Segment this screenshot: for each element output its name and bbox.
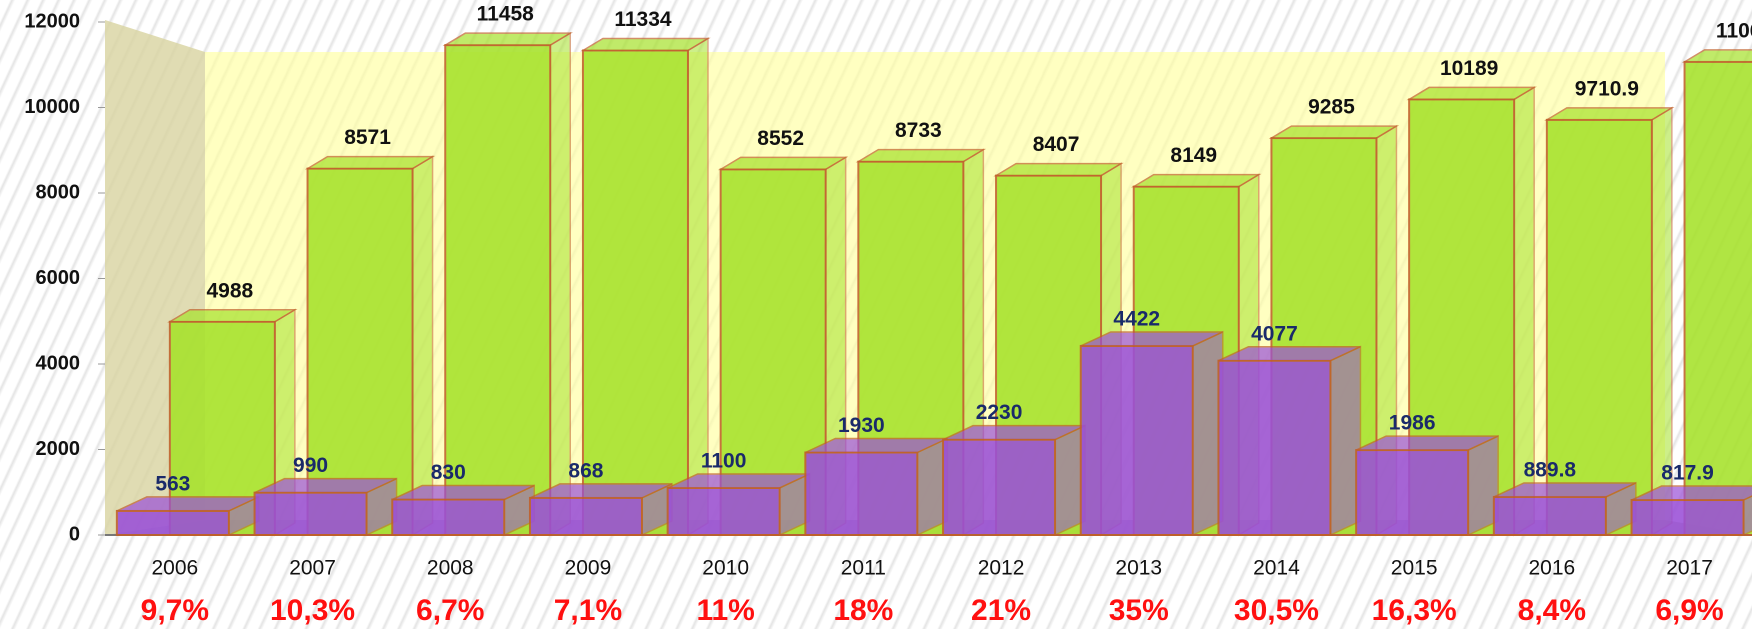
bar-side <box>549 31 571 537</box>
bar <box>1079 344 1194 536</box>
bar <box>528 496 643 537</box>
value-label: 9285 <box>1308 96 1355 119</box>
bar-top <box>993 162 1124 177</box>
annotation: 30,5% <box>1234 594 1319 627</box>
value-label: 2230 <box>976 401 1023 424</box>
bar <box>253 491 368 536</box>
x-tick-label: 2012 <box>978 557 1025 580</box>
bar-top <box>442 32 573 46</box>
bar-top <box>1131 173 1262 188</box>
annotation: 16,3% <box>1372 594 1457 627</box>
bar-top <box>717 156 849 171</box>
y-tick-label: 10000 <box>24 96 80 118</box>
bar-top <box>167 309 298 323</box>
y-tick-label: 12000 <box>24 10 80 32</box>
x-tick-label: 2007 <box>289 557 336 580</box>
y-tick-label: 2000 <box>36 438 81 460</box>
bar <box>444 44 552 536</box>
annotation: 21% <box>971 594 1031 627</box>
bar-top <box>391 484 535 501</box>
annotation: 6,9% <box>1655 594 1723 627</box>
bar-top <box>1355 435 1499 451</box>
bar <box>391 498 506 536</box>
bar <box>666 486 781 537</box>
x-tick-label: 2014 <box>1253 557 1300 580</box>
x-tick-label: 2006 <box>151 557 198 580</box>
value-label: 868 <box>568 459 603 482</box>
value-label: 1100 <box>701 450 747 473</box>
annotation: 35% <box>1109 594 1169 627</box>
bar-top <box>1080 331 1224 347</box>
x-tick-label: 2015 <box>1391 557 1438 580</box>
annotation: 8,4% <box>1518 594 1586 627</box>
value-label: 11067 <box>1716 19 1752 42</box>
annotation: 6,7% <box>416 594 484 627</box>
bar-top <box>1493 482 1637 498</box>
annotation: 11% <box>696 594 754 627</box>
x-tick-label: 2008 <box>427 557 474 580</box>
value-label: 4422 <box>1113 308 1160 331</box>
value-label: 11334 <box>614 8 672 31</box>
value-label: 889.8 <box>1524 459 1577 482</box>
bar-top <box>1406 86 1537 101</box>
bar-side <box>411 155 434 537</box>
value-label: 817.9 <box>1661 462 1714 485</box>
bar <box>581 49 689 537</box>
bar-top <box>304 155 436 170</box>
bar-top <box>855 148 987 163</box>
annotation: 7,1% <box>554 594 622 627</box>
value-label: 8149 <box>1170 144 1217 167</box>
annotation: 10,3% <box>270 594 355 627</box>
bar-top <box>529 483 673 499</box>
bar-top <box>1218 345 1361 362</box>
annotation: 18% <box>833 594 893 627</box>
annotation: 9,7% <box>141 594 209 627</box>
x-tick-label: 2017 <box>1666 557 1713 580</box>
x-tick-label: 2009 <box>565 557 612 580</box>
bar-top <box>254 477 397 494</box>
value-label: 8733 <box>895 119 942 142</box>
value-label: 563 <box>155 472 190 495</box>
bar <box>1630 499 1745 537</box>
x-tick-label: 2016 <box>1528 557 1575 580</box>
bar <box>1492 495 1607 537</box>
value-label: 1986 <box>1389 412 1436 435</box>
value-label: 9710.9 <box>1575 77 1639 100</box>
y-tick-label: 4000 <box>36 352 81 374</box>
bar <box>942 438 1057 537</box>
bar <box>115 509 230 537</box>
y-tick-label: 6000 <box>36 267 81 289</box>
value-label: 8571 <box>344 126 391 149</box>
value-label: 830 <box>431 461 466 484</box>
y-tick-label: 8000 <box>36 181 81 203</box>
y-tick-label: 0 <box>69 523 80 545</box>
bar <box>1355 449 1470 537</box>
x-tick-label: 2010 <box>702 557 749 580</box>
value-label: 11458 <box>477 3 535 26</box>
value-label: 8407 <box>1033 133 1080 156</box>
bar-top <box>1631 485 1752 501</box>
bar <box>1217 359 1332 536</box>
x-tick-label: 2013 <box>1115 557 1162 580</box>
x-tick-label: 2011 <box>841 557 886 580</box>
value-label: 4077 <box>1251 322 1298 345</box>
bar-top <box>1544 107 1675 121</box>
bar <box>804 451 919 536</box>
value-label: 4988 <box>206 279 253 302</box>
value-label: 10189 <box>1440 57 1498 80</box>
bar-top <box>580 37 711 52</box>
value-label: 990 <box>293 454 328 477</box>
bar-top <box>1268 125 1400 139</box>
value-label: 8552 <box>757 127 804 150</box>
value-label: 1930 <box>838 414 885 437</box>
bar-top <box>1681 49 1752 63</box>
